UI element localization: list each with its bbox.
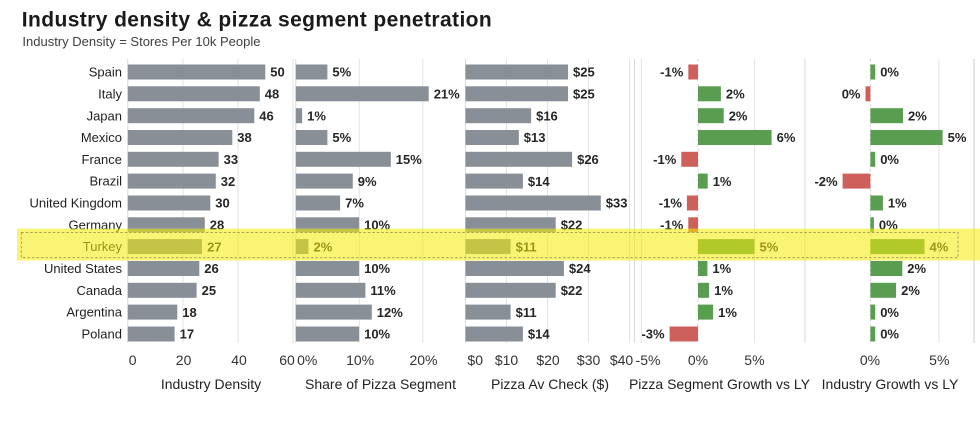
svg-text:$0: $0	[467, 352, 483, 368]
svg-text:10%: 10%	[364, 261, 390, 276]
svg-text:United Kingdom: United Kingdom	[30, 196, 123, 211]
svg-text:21%: 21%	[434, 87, 460, 102]
svg-text:France: France	[82, 152, 122, 167]
svg-text:46: 46	[259, 108, 273, 123]
svg-text:60: 60	[279, 352, 295, 368]
svg-text:5%: 5%	[948, 130, 967, 145]
svg-text:30: 30	[215, 196, 229, 211]
svg-text:50: 50	[270, 65, 284, 80]
svg-text:0%: 0%	[688, 352, 708, 368]
svg-text:2%: 2%	[908, 108, 927, 123]
svg-text:Industry Density: Industry Density	[161, 376, 261, 392]
svg-text:Share of Pizza Segment: Share of Pizza Segment	[305, 376, 456, 392]
svg-text:Pizza Segment Growth vs LY: Pizza Segment Growth vs LY	[629, 376, 811, 392]
svg-text:$14: $14	[528, 174, 550, 189]
svg-text:0%: 0%	[842, 87, 861, 102]
svg-text:0%: 0%	[880, 152, 899, 167]
svg-text:Poland: Poland	[82, 327, 122, 342]
svg-text:$24: $24	[569, 261, 591, 276]
svg-text:2%: 2%	[907, 261, 926, 276]
svg-text:10%: 10%	[364, 327, 390, 342]
svg-text:$22: $22	[561, 283, 583, 298]
svg-text:20%: 20%	[409, 352, 437, 368]
svg-text:6%: 6%	[777, 130, 796, 145]
svg-text:11%: 11%	[370, 283, 396, 298]
svg-text:$40: $40	[610, 352, 634, 368]
svg-text:5%: 5%	[744, 352, 764, 368]
svg-text:0: 0	[129, 352, 137, 368]
svg-text:-2%: -2%	[814, 174, 838, 189]
svg-text:Canada: Canada	[76, 283, 122, 298]
svg-text:$26: $26	[577, 152, 599, 167]
svg-text:1%: 1%	[712, 261, 731, 276]
svg-text:1%: 1%	[888, 196, 907, 211]
svg-text:$25: $25	[573, 65, 595, 80]
svg-text:48: 48	[265, 87, 279, 102]
svg-text:26: 26	[204, 261, 218, 276]
svg-text:1%: 1%	[714, 283, 733, 298]
svg-text:0%: 0%	[880, 65, 899, 80]
svg-text:Argentina: Argentina	[66, 305, 122, 320]
svg-text:Spain: Spain	[89, 65, 122, 80]
svg-text:$16: $16	[536, 108, 558, 123]
svg-text:15%: 15%	[396, 152, 422, 167]
svg-text:Industry Growth vs LY: Industry Growth vs LY	[822, 376, 959, 392]
svg-text:$30: $30	[577, 352, 601, 368]
svg-text:2%: 2%	[901, 283, 920, 298]
svg-text:Italy: Italy	[98, 86, 122, 101]
svg-text:Industry Density = Stores Per: Industry Density = Stores Per 10k People	[22, 34, 260, 49]
svg-text:$10: $10	[495, 352, 519, 368]
svg-text:0%: 0%	[860, 352, 880, 368]
svg-text:-5%: -5%	[636, 352, 661, 368]
svg-text:33: 33	[224, 152, 238, 167]
svg-text:$11: $11	[516, 305, 537, 320]
svg-text:2%: 2%	[726, 87, 745, 102]
svg-text:$33: $33	[606, 196, 628, 211]
svg-text:5%: 5%	[929, 352, 949, 368]
svg-text:32: 32	[221, 174, 235, 189]
svg-text:Brazil: Brazil	[89, 174, 122, 189]
svg-text:-1%: -1%	[660, 65, 684, 80]
svg-text:Japan: Japan	[87, 108, 122, 123]
svg-text:$20: $20	[536, 352, 560, 368]
svg-text:$25: $25	[573, 87, 595, 102]
svg-text:$13: $13	[524, 130, 546, 145]
svg-text:-1%: -1%	[659, 196, 683, 211]
svg-text:Pizza Av Check ($): Pizza Av Check ($)	[491, 376, 609, 392]
svg-text:5%: 5%	[332, 65, 351, 80]
svg-text:40: 40	[231, 352, 247, 368]
svg-text:-1%: -1%	[653, 152, 677, 167]
svg-text:1%: 1%	[307, 108, 326, 123]
svg-text:0%: 0%	[880, 327, 899, 342]
svg-text:Industry density & pizza segme: Industry density & pizza segment penetra…	[22, 9, 492, 32]
svg-text:10%: 10%	[346, 352, 374, 368]
svg-text:0%: 0%	[297, 352, 317, 368]
svg-text:-3%: -3%	[641, 327, 665, 342]
svg-text:20: 20	[176, 352, 192, 368]
svg-text:18: 18	[182, 305, 196, 320]
svg-text:1%: 1%	[718, 305, 737, 320]
svg-text:United States: United States	[44, 261, 123, 276]
svg-text:17: 17	[180, 327, 194, 342]
svg-text:1%: 1%	[713, 174, 732, 189]
svg-text:5%: 5%	[332, 130, 351, 145]
svg-text:7%: 7%	[345, 196, 364, 211]
svg-text:0%: 0%	[880, 305, 899, 320]
svg-text:$14: $14	[528, 327, 550, 342]
svg-text:12%: 12%	[377, 305, 403, 320]
svg-text:25: 25	[202, 283, 216, 298]
svg-text:Mexico: Mexico	[81, 130, 122, 145]
svg-text:2%: 2%	[729, 108, 748, 123]
svg-text:38: 38	[237, 130, 251, 145]
svg-text:9%: 9%	[358, 174, 377, 189]
